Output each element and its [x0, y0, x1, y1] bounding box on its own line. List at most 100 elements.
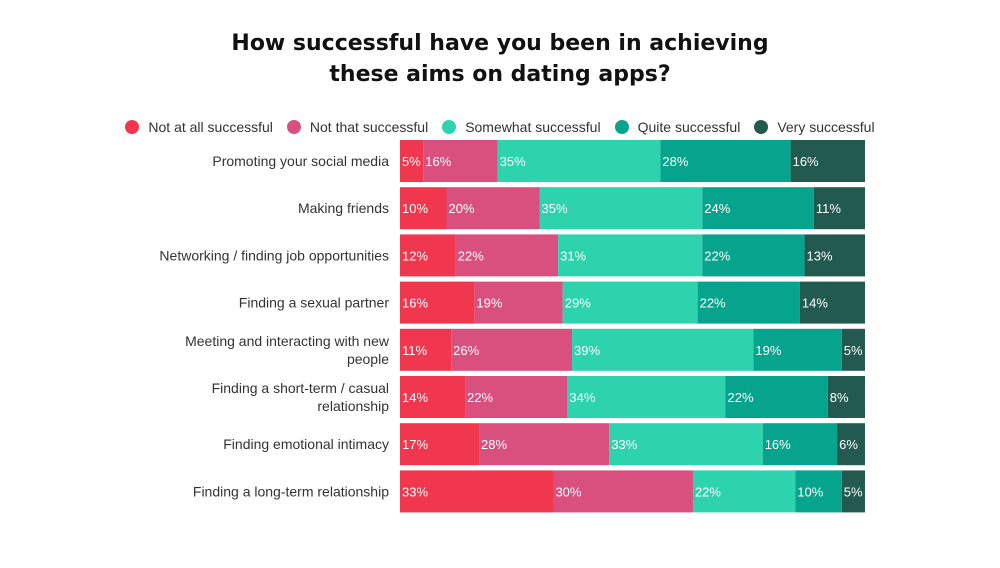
- bar-segment-2-1: [455, 234, 559, 277]
- bar-segment-0-4: [790, 140, 865, 182]
- bar-value-label-6-0: 17%: [402, 437, 428, 452]
- bar-value-label-5-1: 22%: [467, 390, 493, 405]
- bar-row-3: Finding a sexual partner 16% 19% 29% 22% 14%: [239, 281, 865, 324]
- bar-segment-4-2: [572, 328, 754, 371]
- bar-row-5: Finding a short-term / casual relationshi…: [212, 376, 865, 418]
- bar-value-label-7-1: 30%: [555, 484, 581, 499]
- bar-row-7: Finding a long-term relationship 33% 30% 22…: [193, 470, 865, 513]
- bar-segment-3-2: [562, 281, 698, 324]
- bar-value-label-0-3: 28%: [662, 154, 688, 169]
- bar-value-label-7-0: 33%: [402, 484, 428, 499]
- bar-value-label-3-1: 19%: [476, 296, 502, 311]
- bar-segment-2-0: [400, 234, 456, 277]
- category-label-0: Promoting your social media: [212, 153, 389, 169]
- bar-value-label-3-2: 29%: [565, 296, 591, 311]
- bar-value-label-1-2: 35%: [542, 201, 568, 216]
- bar-segment-5-4: [827, 376, 865, 418]
- bar-segment-4-1: [451, 328, 573, 371]
- bar-segment-1-4: [813, 187, 865, 230]
- bar-segment-2-2: [558, 234, 703, 277]
- chart-legend: Not at all successful Not that successful…: [0, 117, 1000, 137]
- bar-segment-6-1: [479, 423, 610, 466]
- bar-segment-5-2: [567, 376, 726, 418]
- bar-segment-7-2: [692, 470, 796, 513]
- bar-segment-2-4: [804, 234, 865, 277]
- bar-segment-0-1: [423, 140, 498, 182]
- bar-value-label-0-0: 5%: [402, 154, 421, 169]
- bar-row-4: Meeting and interacting with new people 11…: [185, 328, 865, 371]
- legend-item-1: Not that successful: [286, 119, 429, 135]
- bar-row-2: Networking / finding job opportunities 12…: [159, 234, 865, 277]
- bar-segment-4-0: [400, 328, 452, 371]
- bar-segment-6-0: [400, 423, 480, 466]
- bar-segment-4-4: [841, 328, 865, 371]
- bar-segment-2-3: [702, 234, 805, 277]
- bar-segment-3-1: [474, 281, 563, 324]
- legend-swatch-2: [442, 120, 457, 134]
- bar-segment-7-3: [795, 470, 842, 513]
- bar-segment-0-3: [660, 140, 791, 182]
- bar-row-0: Promoting your social media 5% 16% 35% 28% 16…: [212, 140, 865, 182]
- legend-item-2: Somewhat successful: [442, 119, 601, 135]
- bar-value-label-5-4: 8%: [830, 390, 849, 405]
- bar-value-label-5-3: 22%: [728, 390, 754, 405]
- bar-segment-1-2: [539, 187, 703, 230]
- chart-title: How successful have you been in achievin…: [0, 28, 1000, 90]
- bar-segment-7-0: [400, 470, 554, 513]
- legend-item-3: Quite successful: [614, 119, 741, 135]
- bar-value-label-1-3: 24%: [704, 201, 730, 216]
- legend-swatch-1: [286, 120, 301, 134]
- bar-segment-4-3: [753, 328, 842, 371]
- bar-segment-3-4: [799, 281, 865, 324]
- bar-value-label-0-1: 16%: [425, 154, 451, 169]
- bar-segment-0-0: [400, 140, 424, 182]
- bar-value-label-2-0: 12%: [402, 248, 428, 263]
- category-label-6: Finding emotional intimacy: [223, 436, 389, 452]
- bar-value-label-1-1: 20%: [449, 201, 475, 216]
- bar-segment-3-3: [697, 281, 800, 324]
- bar-row-6: Finding emotional intimacy 17% 28% 33% 16% 6%: [223, 423, 865, 466]
- bar-row-1: Making friends 10% 20% 35% 24% 11%: [298, 187, 865, 230]
- bar-value-label-3-3: 22%: [700, 296, 726, 311]
- bar-value-label-4-3: 19%: [755, 343, 781, 358]
- legend-swatch-4: [754, 120, 769, 134]
- bar-value-label-6-1: 28%: [481, 437, 507, 452]
- category-label-4: Meeting and interacting with new people: [185, 333, 390, 367]
- bar-value-label-6-3: 16%: [765, 437, 791, 452]
- bar-segment-1-1: [446, 187, 540, 230]
- legend-label-3: Quite successful: [637, 119, 741, 135]
- bar-value-label-3-0: 16%: [402, 296, 428, 311]
- bar-value-label-4-4: 5%: [844, 343, 863, 358]
- legend-item-4: Very successful: [754, 119, 875, 135]
- category-label-7: Finding a long-term relationship: [193, 483, 389, 499]
- bar-segment-5-1: [465, 376, 568, 418]
- legend-swatch-3: [614, 120, 629, 134]
- bar-segment-0-2: [497, 140, 661, 182]
- category-label-5: Finding a short-term / casual relationshi…: [212, 380, 390, 414]
- bar-value-label-5-2: 34%: [569, 390, 595, 405]
- legend-label-1: Not that successful: [309, 119, 429, 135]
- bar-value-label-5-0: 14%: [402, 390, 428, 405]
- category-label-1: Making friends: [298, 200, 389, 216]
- bar-segment-6-3: [762, 423, 838, 466]
- bar-value-label-3-4: 14%: [802, 296, 828, 311]
- bar-segment-3-0: [400, 281, 475, 324]
- bar-value-label-4-2: 39%: [574, 343, 600, 358]
- bar-value-label-7-3: 10%: [797, 484, 823, 499]
- legend-label-2: Somewhat successful: [465, 119, 601, 135]
- bar-value-label-2-1: 22%: [458, 248, 484, 263]
- bar-value-label-6-4: 6%: [839, 437, 858, 452]
- bar-value-label-2-3: 22%: [704, 248, 730, 263]
- bar-segment-6-4: [837, 423, 865, 466]
- bar-segment-5-0: [400, 376, 466, 418]
- bar-value-label-6-2: 33%: [611, 437, 637, 452]
- legend-item-0: Not at all successful: [125, 119, 273, 135]
- legend-label-4: Very successful: [777, 119, 875, 135]
- bar-value-label-7-4: 5%: [844, 484, 863, 499]
- bar-segment-1-3: [702, 187, 814, 230]
- bar-value-label-4-0: 11%: [402, 343, 427, 358]
- bar-value-label-2-4: 13%: [807, 248, 833, 263]
- bar-value-label-1-0: 10%: [402, 201, 428, 216]
- legend-label-0: Not at all successful: [148, 119, 273, 135]
- chart-title-line-1: How successful have you been in achievin…: [231, 31, 769, 56]
